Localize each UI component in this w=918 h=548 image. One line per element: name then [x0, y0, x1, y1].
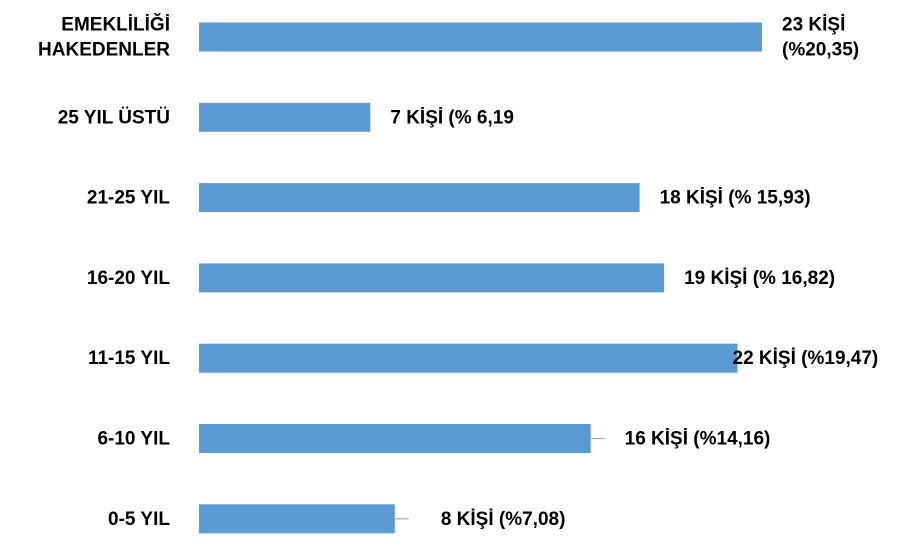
bar-6-10-yil [199, 424, 591, 453]
category-labels-layer: EMEKLİLİĞİ HAKEDENLER 25 YIL ÜSTÜ 21-25 YIL… [38, 13, 170, 529]
category-label-11-15-yil: 11-15 YIL [88, 348, 170, 369]
bar-0-5-yil [199, 504, 395, 534]
data-label-11-15-yil: 22 KİŞİ (%19,47) [733, 348, 879, 369]
category-label-25-yil-st: 25 YIL ÜSTÜ [58, 107, 170, 128]
bar-25-yil-st [199, 102, 371, 132]
bar-11-15-yil [199, 343, 738, 373]
bar-16-20-yil [199, 263, 665, 293]
data-label-16-20-yil: 19 KİŞİ (% 16,82) [684, 267, 835, 288]
data-label-6-10-yil: 16 KİŞİ (%14,16) [625, 428, 771, 449]
data-label-25-yil-st: 7 KİŞİ (% 6,19 [390, 107, 514, 128]
bars-layer [199, 22, 762, 534]
data-label-0-5-yil: 8 KİŞİ (%7,08) [441, 508, 566, 529]
data-label-emekli-li-i-hakedenler: 23 KİŞİ (%20,35) [782, 14, 859, 60]
leader-lines-layer [394, 437, 605, 520]
bar-21-25-yil [199, 183, 640, 213]
data-labels-layer: 23 KİŞİ (%20,35) 7 KİŞİ (% 6,19 18 KİŞİ (% … [390, 14, 878, 529]
category-label-emekli-li-i-hakedenler: EMEKLİLİĞİ HAKEDENLER [38, 13, 170, 60]
category-label-16-20-yil: 16-20 YIL [87, 267, 170, 288]
category-label-21-25-yil: 21-25 YIL [87, 187, 170, 208]
category-label-6-10-yil: 6-10 YIL [97, 428, 170, 449]
category-label-0-5-yil: 0-5 YIL [108, 508, 170, 529]
data-label-21-25-yil: 18 KİŞİ (% 15,93) [660, 187, 811, 208]
bar-emekli-li-i-hakedenler [199, 22, 762, 52]
